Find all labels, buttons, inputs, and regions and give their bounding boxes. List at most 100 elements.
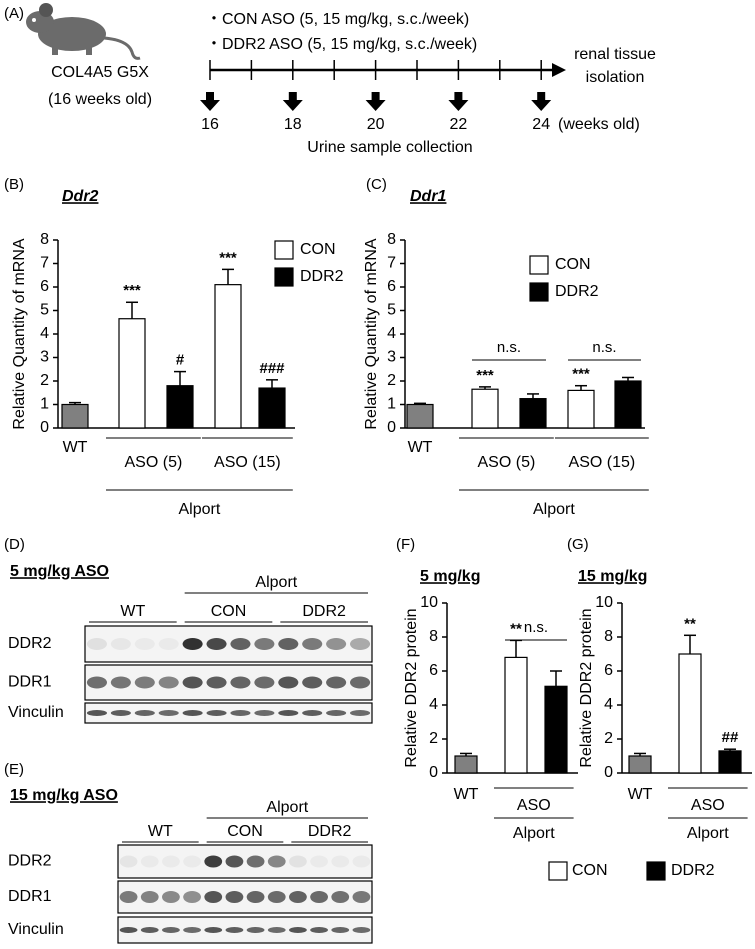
x-tick-label: WT — [454, 786, 479, 803]
model-name: COL4A5 G5X — [51, 64, 149, 81]
y-tick-label: 4 — [40, 325, 49, 342]
significance-label: *** — [123, 282, 141, 299]
group-label: ASO (5) — [125, 454, 183, 471]
y-tick-label: 8 — [604, 628, 613, 645]
blot-band — [225, 927, 244, 933]
model-age: (16 weeks old) — [48, 91, 152, 108]
blot-frame — [117, 916, 373, 944]
blot-band — [119, 855, 138, 868]
legend-label: DDR2 — [671, 862, 715, 879]
y-tick-label: 10 — [595, 594, 613, 611]
blot-frame — [117, 880, 373, 914]
blot-band — [278, 710, 299, 716]
row-label: DDR1 — [8, 674, 52, 691]
blot-band — [267, 891, 286, 903]
blot-band — [326, 710, 347, 716]
blot-band — [289, 927, 307, 933]
sample-arrow — [200, 92, 220, 111]
blot-band — [134, 710, 155, 716]
bar — [61, 403, 89, 429]
outer-group-label: Alport — [687, 825, 729, 842]
panel-label: (B) — [4, 176, 24, 193]
y-axis-label: Relative DDR2 protein — [578, 608, 595, 767]
blot-band — [110, 710, 131, 716]
legend-label: DDR2 — [300, 268, 344, 285]
lane-label: CON — [227, 823, 263, 840]
blot-band — [86, 710, 108, 716]
blot-title: 15 mg/kg ASO — [10, 787, 118, 804]
bar — [519, 398, 547, 429]
blot-band — [302, 710, 323, 716]
comparison-label: n.s. — [592, 339, 616, 356]
panel-label: (D) — [4, 536, 25, 553]
row-label: DDR2 — [8, 853, 52, 870]
legend-swatch — [274, 267, 294, 287]
endpoint: isolation — [586, 69, 645, 86]
blot-band — [204, 927, 223, 933]
blot-band — [86, 676, 108, 689]
legend-swatch — [274, 240, 294, 260]
y-tick-label: 6 — [40, 278, 49, 295]
x-tick-label: WT — [63, 439, 88, 456]
blot-band — [246, 927, 265, 933]
week-label: 16 — [201, 116, 219, 133]
blot-band — [140, 855, 159, 868]
blot-band — [162, 855, 180, 868]
row-label: Vinculin — [8, 921, 64, 938]
bar — [454, 755, 478, 774]
blot-band — [230, 638, 251, 650]
blot-band — [110, 676, 131, 689]
bar — [214, 284, 242, 429]
y-tick-label: 8 — [40, 231, 49, 248]
x-tick-label: WT — [408, 439, 433, 456]
blot-band — [134, 638, 155, 650]
group-label: ASO (5) — [478, 454, 536, 471]
blot-band — [310, 891, 328, 903]
comparison-label: n.s. — [524, 619, 548, 636]
significance-label: ** — [684, 615, 696, 632]
significance-label: ### — [259, 360, 285, 377]
group-label: ASO — [517, 797, 551, 814]
chart-title: Ddr1 — [410, 188, 447, 205]
significance-label: *** — [572, 366, 590, 383]
blot-band — [352, 927, 371, 933]
y-tick-label: 6 — [387, 278, 396, 295]
week-label: 18 — [284, 116, 302, 133]
blot-band — [278, 638, 299, 650]
blot-frame — [117, 844, 373, 879]
significance-label: *** — [476, 367, 494, 384]
blot-band — [349, 710, 371, 716]
comparison-label: n.s. — [497, 339, 521, 356]
y-tick-label: 0 — [604, 764, 613, 781]
blot-band — [289, 855, 307, 868]
blot-band — [326, 676, 347, 689]
y-axis-label: Relative Quantity of mRNA — [11, 238, 28, 430]
panel-label: (E) — [4, 761, 24, 778]
outer-group-label: Alport — [179, 501, 221, 518]
bar — [628, 755, 652, 774]
chart-title: 5 mg/kg — [420, 568, 480, 585]
y-axis-label: Relative DDR2 protein — [403, 608, 420, 767]
blot-band — [182, 676, 203, 689]
lane-label: DDR2 — [308, 823, 352, 840]
blot-band — [119, 891, 138, 903]
y-tick-label: 8 — [387, 231, 396, 248]
group-label: Alport — [255, 574, 297, 591]
y-tick-label: 0 — [429, 764, 438, 781]
bar — [614, 380, 642, 429]
legend-swatch — [548, 861, 568, 881]
y-tick-label: 0 — [387, 419, 396, 436]
blot-band — [302, 676, 323, 689]
y-tick-label: 7 — [387, 255, 396, 272]
panel-label: (G) — [567, 536, 589, 553]
week-label: 20 — [367, 116, 385, 133]
y-tick-label: 10 — [420, 594, 438, 611]
blot-band — [158, 710, 179, 716]
y-tick-label: 6 — [429, 662, 438, 679]
blot-band — [349, 638, 371, 650]
sample-arrow — [365, 92, 386, 111]
legend-label: CON — [300, 241, 336, 258]
y-tick-label: 0 — [40, 419, 49, 436]
y-tick-label: 1 — [387, 396, 396, 413]
bar — [567, 389, 595, 429]
